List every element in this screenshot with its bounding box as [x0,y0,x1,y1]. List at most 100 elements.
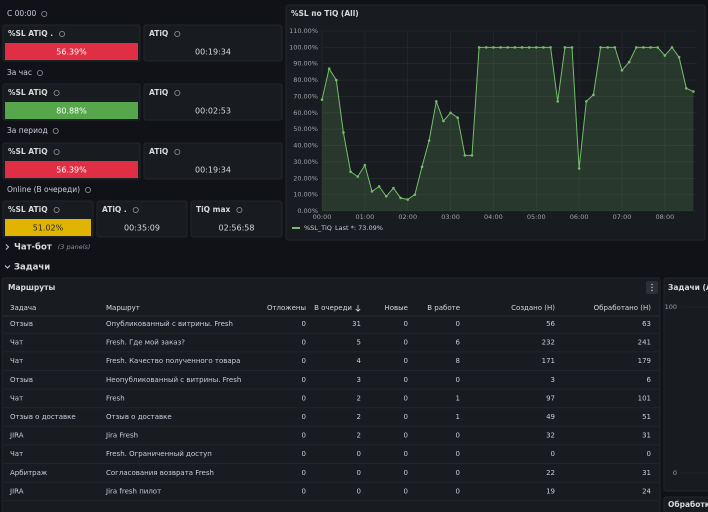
stat-value: 51.02% [33,224,64,233]
area [322,47,694,212]
column-header[interactable]: Отложены [267,304,306,312]
table-cell: Опубликованный с витрины. Fresh [106,320,233,328]
table-cell: 0 [357,469,361,477]
table-cell: 101 [638,394,651,402]
info-icon [174,148,181,155]
table-cell: 0 [404,469,408,477]
point [549,46,552,49]
table-cell: 171 [542,357,555,365]
panel [96,200,188,238]
table-cell: 0 [456,450,460,458]
panel [143,142,283,180]
stat-title: %SL ATiQ [8,88,48,97]
table-cell: 0 [302,413,306,421]
table-cell: 0 [302,432,306,440]
point [456,116,460,120]
point [627,60,631,64]
stat-value: 00:19:34 [195,166,231,175]
point [499,46,502,49]
table-cell: 0 [404,450,408,458]
point [670,46,674,49]
stat-value: 00:19:34 [195,48,231,57]
point [570,46,574,49]
table-cell: 0 [456,376,460,384]
section-title: За период [7,126,48,135]
point [663,54,667,57]
chart-title: %SL по TiQ (All) [291,9,359,18]
info-icon [85,186,92,193]
y-tick-label: 90.00% [293,60,318,68]
table-cell: 0 [404,432,408,440]
column-header[interactable]: В очереди [314,304,352,312]
point [692,90,695,93]
point [370,190,374,193]
point [384,194,388,198]
column-header[interactable]: В работе [427,304,460,312]
info-icon [132,206,139,213]
point [334,78,338,82]
y-tick-label: 80.00% [293,76,318,84]
stat-value: 80.88% [56,107,87,116]
x-tick-label: 00:00 [313,213,332,221]
table-cell: 0 [302,469,306,477]
info-icon [52,127,59,134]
info-icon [174,30,181,37]
stat-title: %SL ATiQ . [8,29,53,38]
point [677,55,681,59]
column-header[interactable]: Новые [384,304,408,312]
table-cell: Отзыв о доставке [10,413,76,421]
table-cell: 0 [404,487,408,495]
stat-value: 02:56:58 [219,224,255,233]
column-header[interactable]: Маршрут [106,304,140,312]
info-icon [53,90,60,97]
stat-title: %SL ATiQ [8,205,48,214]
table-cell: 97 [546,394,555,402]
y-tick-label: 10.00% [293,191,318,199]
point [363,163,367,167]
table-cell: 63 [642,320,651,328]
table-cell: 0 [456,320,460,328]
point [434,100,438,103]
info-icon [236,206,243,213]
point [327,67,331,70]
column-header[interactable]: Обработано (Н) [594,304,652,312]
table-cell: 56 [546,320,555,328]
table-cell: 31 [642,432,651,440]
table-cell: 1 [456,394,460,402]
table-cell: 2 [357,394,361,402]
x-tick-label: 05:00 [527,213,546,221]
column-header[interactable]: Создано (Н) [511,304,555,312]
y-tick-label: 30.00% [293,158,318,166]
y-tick-label: 100 [665,303,677,311]
point [349,170,352,174]
point [442,119,445,123]
table-cell: 31 [352,320,361,328]
stat-value: 00:35:09 [124,224,160,233]
row-title: Чат-бот [14,242,52,253]
menu-dot [651,286,653,289]
point [470,154,474,157]
info-icon [41,10,48,17]
table-cell: 0 [357,487,361,495]
table-cell: 6 [456,339,461,347]
point [613,46,617,49]
point [542,46,545,49]
panel [143,24,283,62]
point [584,100,588,103]
legend-value: Last *: 73.09% [335,224,383,232]
table-cell: 8 [456,357,460,365]
point [606,46,610,49]
info-icon [59,30,66,37]
y-tick-label: 60.00% [293,109,318,117]
sort-arrow [355,305,361,312]
column-header[interactable]: Задача [10,304,36,312]
table-cell: Jira Fresh [105,432,138,440]
table-cell: 6 [647,376,652,384]
table-cell: 51 [642,413,651,421]
panel [190,200,283,238]
table-cell: 0 [404,357,408,365]
section-title: За час [7,68,32,77]
row-title: Задачи [14,263,50,273]
point [427,139,431,142]
